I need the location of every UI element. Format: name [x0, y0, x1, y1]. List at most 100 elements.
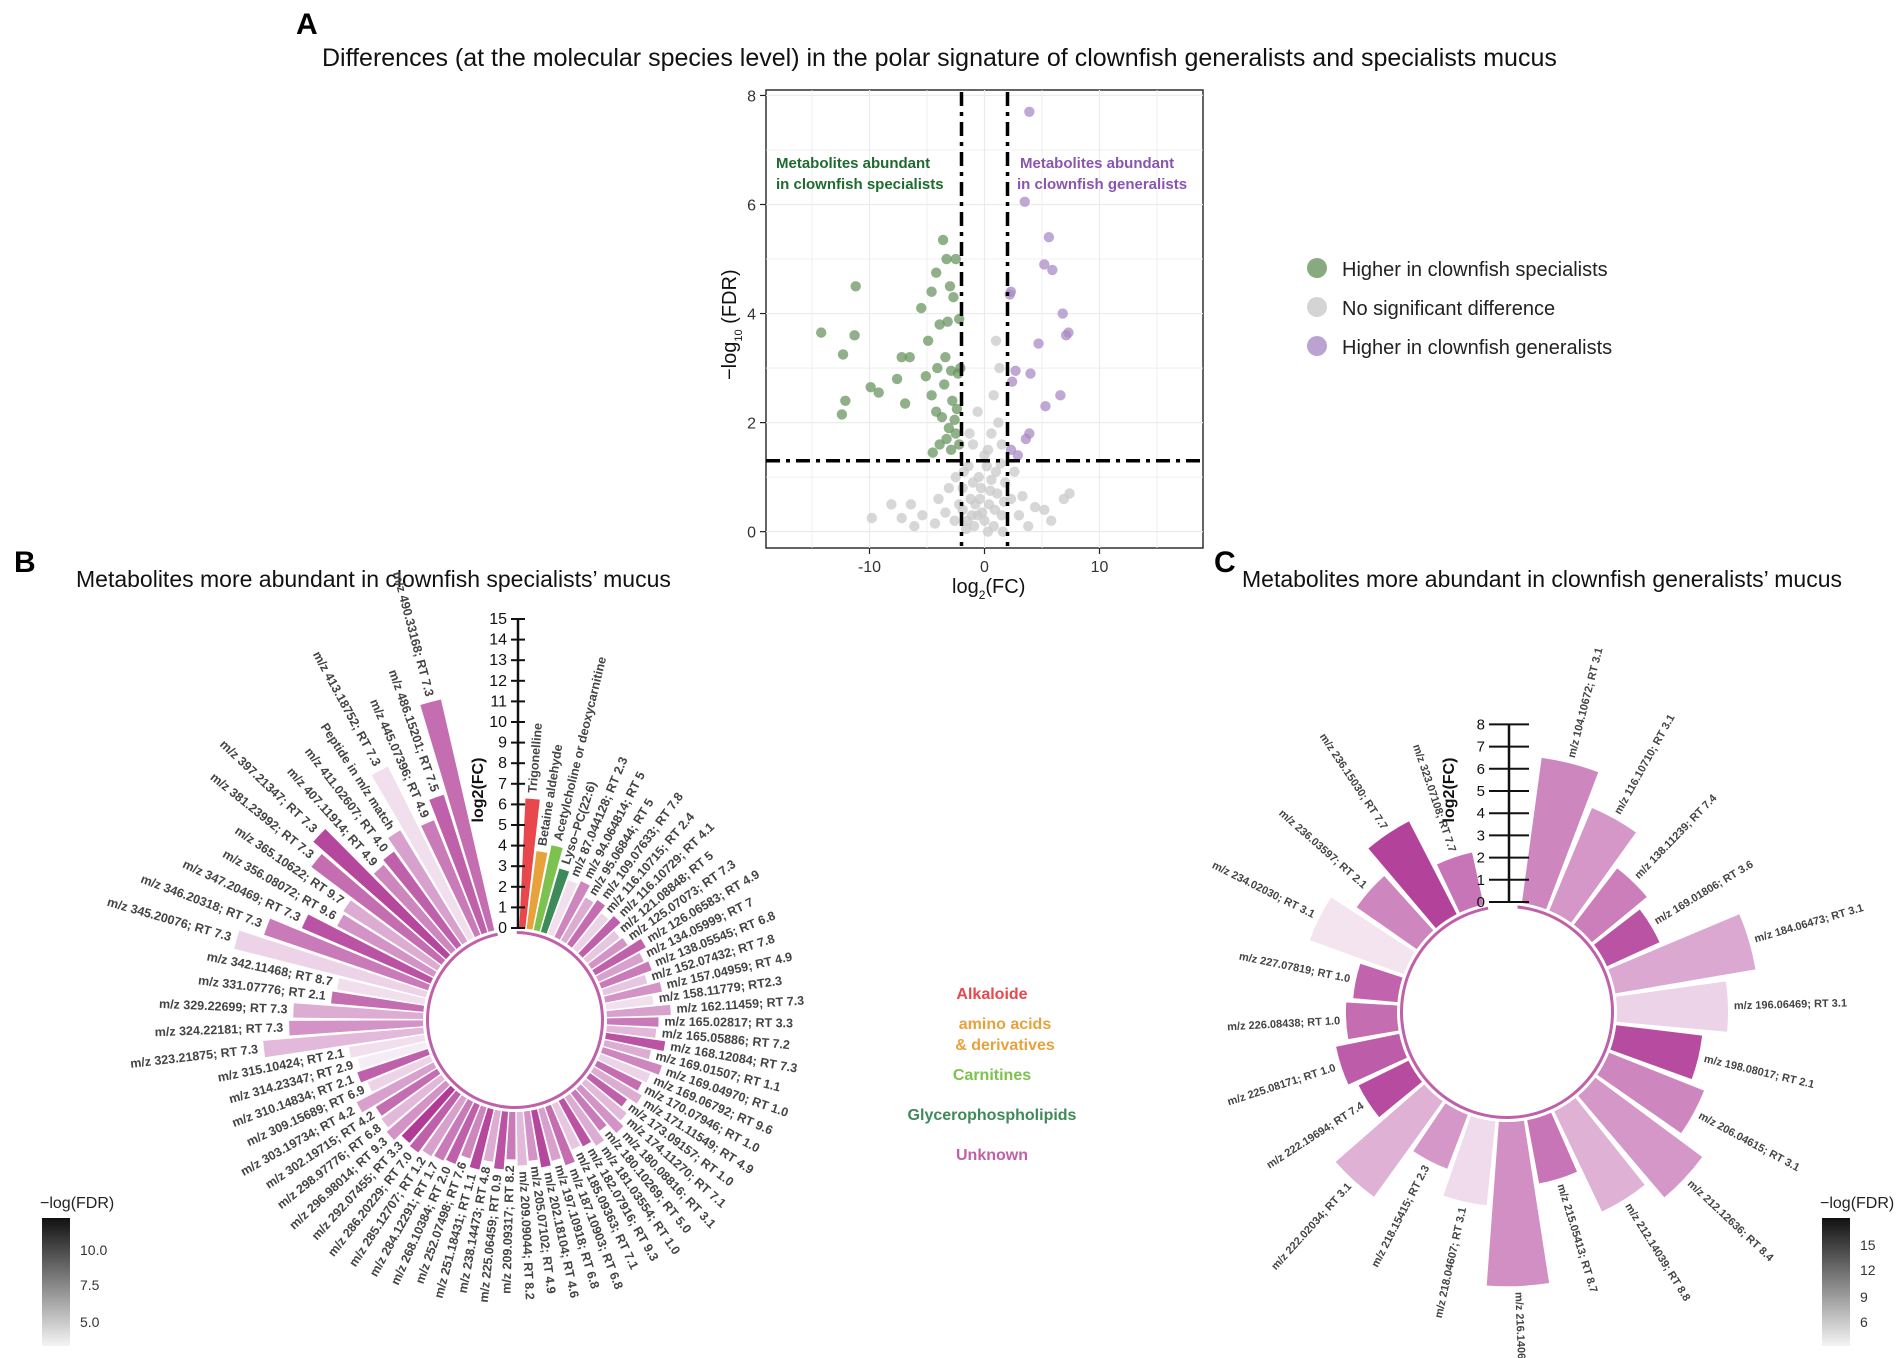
radial-bar — [337, 914, 437, 978]
radial-axis-tick-label: 1 — [498, 899, 507, 916]
radial-axis-tick-label: 1 — [1477, 872, 1485, 889]
radial-bar — [583, 931, 620, 964]
radial-bar — [1594, 909, 1660, 967]
radial-bar — [606, 1017, 659, 1027]
radial-bar — [601, 974, 648, 996]
radial-bar — [263, 1027, 425, 1058]
legend-a-marker-specialist — [1307, 258, 1327, 278]
radial-axis-tick-label: 10 — [489, 714, 507, 731]
radial-bar — [356, 1062, 437, 1113]
volcano-point — [1055, 390, 1066, 401]
radial-bar — [343, 900, 441, 971]
radial-bar-label: m/z 138.11239; RT 7.4 — [1633, 792, 1720, 882]
radial-bar — [519, 798, 540, 929]
volcano-point — [1064, 488, 1075, 499]
radial-axis-tick-label: 8 — [498, 755, 507, 772]
radial-bar-label: m/z 324.22181; RT 7.3 — [155, 1021, 284, 1040]
volcano-point — [1047, 264, 1058, 276]
class-legend-amino-1: amino acids — [959, 1016, 1052, 1033]
x-tick-label: -10 — [858, 559, 881, 576]
radial-bar — [558, 1098, 592, 1147]
radial-bar — [1597, 1052, 1705, 1134]
volcano-point — [1033, 338, 1044, 349]
radial-bar — [469, 1107, 494, 1170]
radial-bar-label: m/z 206.04615; RT 3.1 — [1696, 1110, 1801, 1174]
radial-axis-tick-label: 15 — [489, 611, 507, 628]
volcano-point — [974, 493, 986, 505]
volcano-point — [954, 499, 965, 510]
radial-bar — [429, 794, 488, 935]
volcano-point — [950, 471, 961, 483]
volcano-point — [940, 351, 951, 363]
title-c: Metabolites more abundant in clownfish g… — [1242, 566, 1842, 592]
radial-bar — [234, 930, 428, 998]
gradient-b-title: −log(FDR) — [40, 1195, 114, 1212]
radial-bar — [594, 1060, 642, 1091]
volcano-point — [944, 281, 956, 292]
volcano-point — [949, 515, 960, 526]
radial-bar — [348, 1034, 426, 1058]
radial-axis-tick-label: 4 — [498, 838, 507, 855]
class-legend-amino-2: & derivatives — [955, 1037, 1055, 1054]
volcano-point — [865, 381, 876, 393]
radial-bar — [336, 978, 426, 1005]
radial-bar — [1358, 1060, 1423, 1118]
volcano-point — [997, 526, 1009, 537]
volcano-point — [1020, 433, 1032, 445]
radial-bar — [523, 1110, 538, 1161]
radial-bar — [545, 1104, 575, 1166]
radial-bar — [581, 1078, 627, 1121]
x-tick-label: 0 — [980, 559, 989, 576]
volcano-ylabel: −log10 (FDR) — [719, 269, 745, 380]
radial-bar — [578, 916, 621, 958]
radial-bar-label: m/z 222.02034; RT 3.1 — [1269, 1181, 1354, 1273]
radial-bar — [483, 1109, 501, 1162]
xlabel-main: log — [952, 576, 979, 598]
volcano-point — [949, 414, 960, 426]
volcano-point — [899, 398, 911, 409]
volcano-point — [951, 403, 963, 415]
volcano-point — [988, 390, 999, 401]
radial-bar — [421, 820, 481, 938]
radial-bar — [311, 854, 446, 965]
title-b: Metabolites more abundant in clownfish s… — [76, 566, 671, 592]
volcano-point — [931, 406, 942, 417]
radial-bar — [383, 851, 462, 949]
radial-axis-tick-label: 11 — [490, 693, 507, 710]
volcano-point — [909, 520, 920, 532]
volcano-point — [816, 327, 827, 338]
radial-bar-label: m/z 227.07819; RT 1.0 — [1238, 951, 1351, 986]
gradient-tick-label: 6 — [1860, 1314, 1868, 1330]
radial-chart-generalists: m/z 104.10672; RT 3.1m/z 116.10710; RT 3… — [1210, 646, 1865, 1358]
gradient-legend-b: −log(FDR) 10.0 7.5 5.0 — [40, 1195, 114, 1346]
volcano-point — [926, 286, 937, 297]
radial-axis-tick-label: 6 — [498, 796, 507, 813]
radial-bar — [506, 1111, 516, 1160]
radial-bar — [1578, 1077, 1703, 1198]
radial-bar — [531, 1109, 551, 1168]
radial-bar — [592, 938, 646, 976]
ylabel-tail: (FDR) — [719, 269, 741, 329]
radial-bar — [357, 1041, 428, 1069]
radial-axis-tick-label: 0 — [1477, 894, 1485, 911]
radial-bar — [547, 880, 578, 937]
volcano-point — [904, 351, 915, 363]
volcano-point — [1024, 106, 1035, 118]
volcano-point — [920, 371, 932, 382]
gradient-b-ticks: 10.0 7.5 5.0 — [70, 1242, 107, 1330]
radial-bar — [1345, 1002, 1399, 1040]
volcano-point — [941, 253, 952, 265]
volcano-point — [979, 515, 990, 526]
legend-a: Higher in clownfish specialists No signi… — [1307, 258, 1612, 359]
volcano-point — [943, 482, 955, 494]
radial-bar-label: m/z 234.02030; RT 3.1 — [1210, 859, 1317, 920]
radial-bar — [1610, 1025, 1703, 1080]
volcano-annotation-left-2: in clownfish specialists — [776, 176, 944, 193]
radial-bar — [1443, 1115, 1496, 1206]
gradient-tick-label: 9 — [1860, 1289, 1868, 1305]
volcano-point — [1046, 515, 1057, 526]
volcano-annotation-left-1: Metabolites abundant — [776, 155, 930, 172]
radial-bar — [375, 1068, 441, 1116]
radial-bar — [605, 995, 654, 1010]
volcano-point — [934, 319, 945, 330]
